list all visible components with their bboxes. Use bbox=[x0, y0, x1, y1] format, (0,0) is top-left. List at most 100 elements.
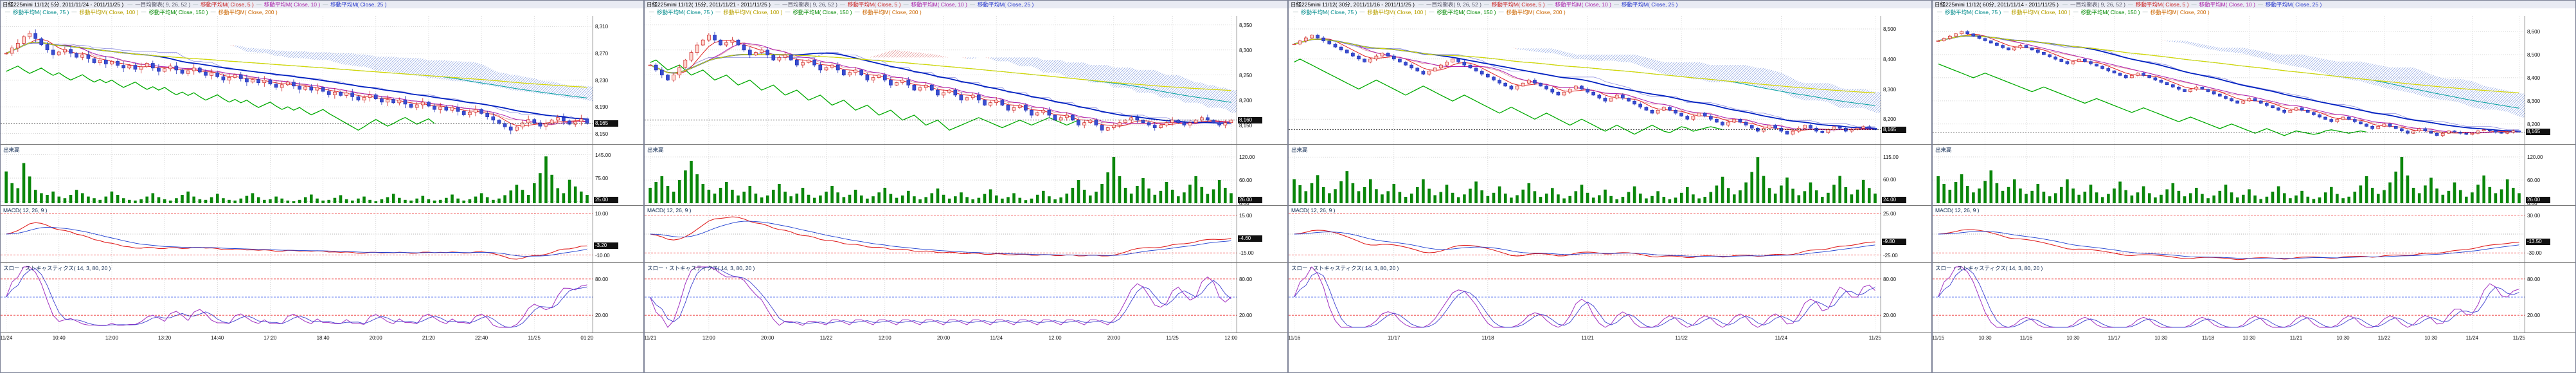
time-axis-label: 11/25 bbox=[528, 335, 541, 341]
price-axis-tick: 8,310 bbox=[595, 24, 609, 30]
price-chart[interactable] bbox=[645, 16, 1237, 144]
legend-row2: 移動平均M( Close, 75 )移動平均M( Close, 100 )移動平… bbox=[3, 8, 278, 16]
stochastics-section: スロー・ストキャスティクス( 14, 3, 80, 20 ) 80.00 20.0… bbox=[1933, 263, 2575, 333]
stochastics-section: スロー・ストキャスティクス( 14, 3, 80, 20 ) 80.00 20.0… bbox=[1, 263, 643, 333]
volume-chart[interactable] bbox=[1289, 145, 1881, 205]
stoch-axis-tick: 20.00 bbox=[2527, 313, 2541, 319]
indicator-label: 移動平均M( Close, 10 ) bbox=[2189, 1, 2255, 8]
time-axis-label: 11/16 bbox=[1288, 335, 1301, 341]
time-axis-label: 10:30 bbox=[1978, 335, 1992, 341]
price-axis: 8,350 8,300 8,250 8,200 8,150 8,160 bbox=[1237, 16, 1287, 144]
indicator-label: 移動平均M( Close, 5 ) bbox=[2125, 1, 2189, 8]
price-axis-tick: 8,500 bbox=[2527, 51, 2541, 58]
price-section: 8,500 8,400 8,300 8,200 8,165 bbox=[1289, 16, 1931, 145]
price-axis-tick: 8,250 bbox=[1239, 72, 1253, 78]
panel-header: 日経225mini 11/12( 5分, 2011/11/24 - 2011/1… bbox=[1, 1, 643, 16]
time-axis-label: 12:00 bbox=[878, 335, 891, 341]
stochastics-chart[interactable] bbox=[645, 263, 1237, 332]
current-volume-badge: 26.00 bbox=[2526, 197, 2550, 203]
time-axis-label: 10:30 bbox=[2066, 335, 2080, 341]
macd-axis: 30.00 -30.00 -13.50 bbox=[2525, 206, 2575, 262]
macd-axis-tick: -25.00 bbox=[1883, 252, 1898, 259]
time-axis-label: 11/25 bbox=[1166, 335, 1179, 341]
panel-header: 日経225mini 11/12( 30分, 2011/11/16 - 2011/… bbox=[1289, 1, 1931, 16]
indicator-label: 一目均衡表( 9, 26, 52 ) bbox=[2060, 1, 2125, 8]
price-axis-tick: 8,300 bbox=[2527, 98, 2541, 104]
volume-axis-tick: 0.00 bbox=[1239, 201, 1249, 206]
macd-section: MACD( 12, 26, 9 ) 10.00 -10.00 -3.20 bbox=[1, 206, 643, 263]
legend-row2: 移動平均M( Close, 75 )移動平均M( Close, 100 )移動平… bbox=[647, 8, 922, 16]
stochastics-axis: 80.00 20.00 bbox=[593, 263, 643, 332]
macd-chart[interactable] bbox=[1, 206, 593, 262]
volume-label: 出来高 bbox=[1935, 147, 1952, 153]
time-axis-label: 11/25 bbox=[2512, 335, 2526, 341]
price-axis: 8,600 8,500 8,400 8,300 8,200 8,165 bbox=[2525, 16, 2575, 144]
indicator-label: 移動平均M( Close, 100 ) bbox=[1357, 8, 1426, 16]
indicator-label: 移動平均M( Close, 10 ) bbox=[901, 1, 967, 8]
indicator-label: 移動平均M( Close, 100 ) bbox=[69, 8, 138, 16]
stochastics-chart[interactable] bbox=[1289, 263, 1881, 332]
header-row-2: 移動平均M( Close, 75 )移動平均M( Close, 100 )移動平… bbox=[1, 8, 643, 16]
indicator-label: 移動平均M( Close, 75 ) bbox=[1291, 8, 1357, 16]
time-axis-label: 17:20 bbox=[264, 335, 277, 341]
price-axis-tick: 8,400 bbox=[1883, 56, 1897, 62]
volume-axis-tick: 0.00 bbox=[2527, 201, 2537, 206]
volume-axis-tick: 60.00 bbox=[2527, 177, 2541, 183]
time-axis-label: 11/24 bbox=[990, 335, 1003, 341]
stochastics-axis: 80.00 20.00 bbox=[1881, 263, 1931, 332]
current-macd-badge: -3.20 bbox=[594, 242, 618, 250]
stoch-axis-tick: 80.00 bbox=[1883, 276, 1897, 282]
macd-chart[interactable] bbox=[645, 206, 1237, 262]
panel-header: 日経225mini 11/12( 15分, 2011/11/21 - 2011/… bbox=[645, 1, 1287, 16]
volume-axis-tick: 60.00 bbox=[1883, 176, 1897, 183]
volume-section: 出来高 120.00 60.00 0.00 26.00 bbox=[1933, 145, 2575, 206]
indicator-label: 一目均衡表( 9, 26, 52 ) bbox=[1416, 1, 1481, 8]
price-axis-tick: 8,200 bbox=[1239, 97, 1253, 104]
time-axis: 11/15 10:30 11/16 10:30 11/17 10:30 11/18 10:30… bbox=[1933, 333, 2525, 346]
time-axis-label: 20:00 bbox=[761, 335, 774, 341]
chart-panel: 日経225mini 11/12( 60分, 2011/11/14 - 2011/… bbox=[1932, 0, 2576, 373]
time-axis-label: 11/25 bbox=[1868, 335, 1882, 341]
macd-axis-tick: 10.00 bbox=[595, 210, 609, 217]
indicator-label: 移動平均M( Close, 150 ) bbox=[782, 8, 852, 16]
chart-panel: 日経225mini 11/12( 30分, 2011/11/16 - 2011/… bbox=[1288, 0, 1932, 373]
volume-label: 出来高 bbox=[1291, 147, 1308, 153]
header-row-1: 日経225mini 11/12( 60分, 2011/11/14 - 2011/… bbox=[1933, 1, 2575, 8]
macd-axis-tick: 25.00 bbox=[1883, 210, 1897, 217]
macd-chart[interactable] bbox=[1933, 206, 2525, 262]
stochastics-chart[interactable] bbox=[1933, 263, 2525, 332]
price-section: 8,600 8,500 8,400 8,300 8,200 8,165 bbox=[1933, 16, 2575, 145]
time-axis-label: 12:00 bbox=[105, 335, 118, 341]
time-axis-label: 11/24 bbox=[2465, 335, 2479, 341]
price-chart[interactable] bbox=[1, 16, 593, 144]
current-price-badge: 8,165 bbox=[594, 120, 618, 127]
time-axis-label: 11/24 bbox=[0, 335, 13, 341]
volume-chart[interactable] bbox=[1933, 145, 2525, 205]
macd-chart[interactable] bbox=[1289, 206, 1881, 262]
price-axis-tick: 8,230 bbox=[595, 77, 609, 84]
time-axis-label: 21:20 bbox=[422, 335, 435, 341]
volume-chart[interactable] bbox=[645, 145, 1237, 205]
stochastics-chart[interactable] bbox=[1, 263, 593, 332]
price-axis-tick: 8,300 bbox=[1883, 86, 1897, 93]
stochastics-axis: 80.00 20.00 bbox=[2525, 263, 2575, 332]
chart-panel: 日経225mini 11/12( 15分, 2011/11/21 - 2011/… bbox=[644, 0, 1288, 373]
legend-row2: 移動平均M( Close, 75 )移動平均M( Close, 100 )移動平… bbox=[1935, 8, 2210, 16]
stoch-axis-tick: 80.00 bbox=[1239, 276, 1253, 282]
price-chart[interactable] bbox=[1933, 16, 2525, 144]
legend-row2: 移動平均M( Close, 75 )移動平均M( Close, 100 )移動平… bbox=[1291, 8, 1566, 16]
panel-footer-space bbox=[645, 346, 1287, 372]
legend-row1: 一目均衡表( 9, 26, 52 )移動平均M( Close, 5 )移動平均M… bbox=[772, 1, 1033, 8]
indicator-label: 移動平均M( Close, 200 ) bbox=[208, 8, 278, 16]
price-chart[interactable] bbox=[1289, 16, 1881, 144]
macd-axis: 25.00 -25.00 -9.80 bbox=[1881, 206, 1931, 262]
time-axis-label: 11/15 bbox=[1932, 335, 1945, 341]
price-axis-tick: 8,200 bbox=[1883, 116, 1897, 123]
time-axis-label: 11/21 bbox=[644, 335, 657, 341]
volume-chart[interactable] bbox=[1, 145, 593, 205]
legend-row1: 一目均衡表( 9, 26, 52 )移動平均M( Close, 5 )移動平均M… bbox=[1416, 1, 1677, 8]
indicator-label: 移動平均M( Close, 200 ) bbox=[2140, 8, 2210, 16]
